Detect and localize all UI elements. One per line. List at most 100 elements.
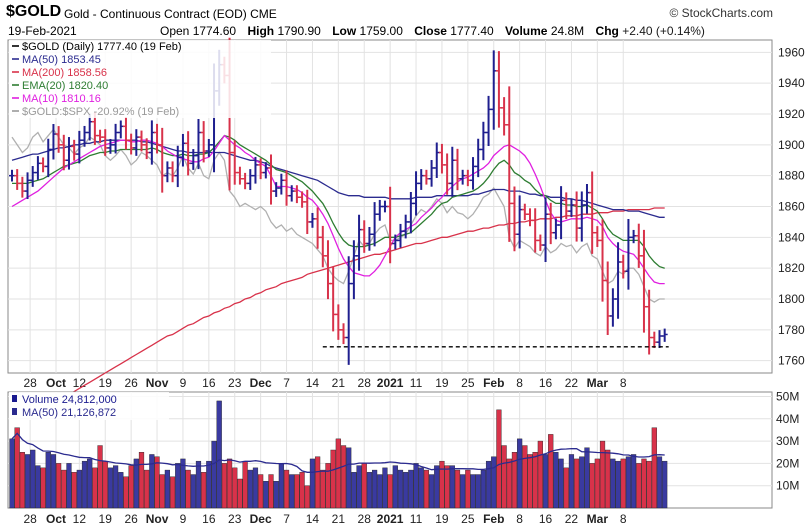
volume-bar (87, 458, 93, 509)
volume-ma-line (11, 432, 665, 473)
y-tick-label: 1760 (778, 354, 805, 368)
x-tick-label: 12 (73, 512, 87, 526)
legend-entry: EMA(20) 1820.40 (22, 80, 108, 92)
volume-bar (372, 469, 378, 509)
volume-bar (154, 456, 160, 509)
symbol-title: $GOLD (6, 3, 62, 20)
volume-bar (112, 465, 119, 509)
volume-bar (563, 467, 569, 509)
volume-bar (81, 460, 88, 509)
x-tick-label: Dec (250, 512, 272, 526)
volume-bar (522, 445, 528, 509)
legend-background (9, 40, 271, 118)
x-tick-label: 2021 (377, 512, 404, 526)
volume-bar (434, 465, 440, 509)
volume-bar (283, 469, 290, 509)
volume-bar (646, 460, 652, 509)
volume-bar (289, 474, 295, 509)
volume-bar (356, 465, 362, 509)
y-tick-label: 1860 (778, 200, 805, 214)
x-tick-label: Nov (146, 376, 169, 390)
volume-bar (423, 469, 430, 509)
volume-bar (599, 440, 606, 509)
legend-entry: $GOLD:$SPX -20.92% (19 Feb) (22, 106, 179, 118)
volume-bar (527, 454, 533, 509)
volume-bar (532, 452, 538, 509)
volume-bar (579, 456, 585, 509)
x-tick-label: 8 (516, 512, 523, 526)
volume-bar (475, 474, 481, 509)
volume-bar (56, 463, 62, 509)
volume-bar (14, 427, 20, 509)
volume-bar (444, 465, 450, 509)
volume-bar (97, 445, 103, 509)
volume-bar (40, 467, 46, 509)
volume-bar (418, 467, 424, 509)
volume-bar (92, 467, 98, 509)
x-tick-label: 11 (410, 512, 423, 526)
brand-watermark[interactable]: © StockCharts.com (669, 6, 773, 20)
volume-bar (335, 438, 341, 509)
volume-bar (232, 467, 238, 509)
volume-bar (428, 474, 435, 509)
volume-bar (24, 454, 31, 509)
x-tick-label: 11 (410, 376, 423, 390)
volume-bar (594, 458, 600, 509)
volume-bar (548, 434, 554, 509)
x-tick-label: 9 (180, 376, 187, 390)
volume-bar (413, 463, 419, 509)
volume-bar (71, 472, 77, 509)
volume-bar (460, 474, 466, 509)
low-value: 1759.00 (359, 24, 403, 38)
x-tick-label: 7 (283, 512, 290, 526)
volume-bar (273, 481, 279, 509)
volume-bar (118, 472, 124, 509)
x-tick-label: Feb (483, 512, 504, 526)
high-value: 1790.90 (277, 24, 321, 38)
volume-bar (387, 474, 393, 509)
volume-bar (30, 449, 36, 509)
volume-bar (299, 472, 305, 509)
volume-bar (439, 460, 445, 509)
x-tick-label: 14 (306, 376, 320, 390)
y-tick-label: 1840 (778, 230, 805, 244)
volume-bar (237, 478, 243, 509)
volume-bar (584, 447, 590, 509)
close-value: 1777.40 (450, 24, 494, 38)
volume-bar (511, 452, 518, 509)
volume-bar (397, 469, 404, 509)
volume-bar (164, 469, 171, 509)
volume-bar (377, 474, 383, 509)
x-tick-label: 25 (461, 512, 475, 526)
volume-bar (454, 469, 461, 509)
volume-bar (221, 463, 227, 509)
volume-bar (361, 463, 367, 509)
volume-bar (517, 438, 523, 509)
x-tick-label: 23 (228, 376, 242, 390)
x-tick-label: Dec (250, 376, 272, 390)
x-tick-label: 7 (283, 376, 290, 390)
x-tick-label: 19 (99, 512, 113, 526)
volume-bar (195, 460, 202, 509)
volume-bar (340, 445, 347, 509)
x-tick-label: 19 (435, 376, 449, 390)
x-tick-label: 26 (124, 376, 138, 390)
x-tick-label: Oct (46, 376, 66, 390)
ma200-line (11, 207, 665, 430)
y-tick-label: 1960 (778, 45, 805, 59)
volume-bar (656, 456, 663, 509)
x-tick-label: 23 (228, 512, 242, 526)
volume-bar (351, 472, 357, 509)
volume-bar (631, 454, 637, 509)
volume-bar (636, 463, 642, 509)
volume-bar (258, 474, 264, 509)
volume-bar (226, 458, 233, 509)
volume-bar (9, 438, 15, 509)
volume-bar (50, 454, 57, 509)
volume-bar (294, 474, 300, 509)
x-tick-label: 28 (23, 512, 37, 526)
volume-bar (496, 409, 502, 509)
x-tick-label: 19 (435, 512, 449, 526)
volume-bar (408, 469, 414, 509)
